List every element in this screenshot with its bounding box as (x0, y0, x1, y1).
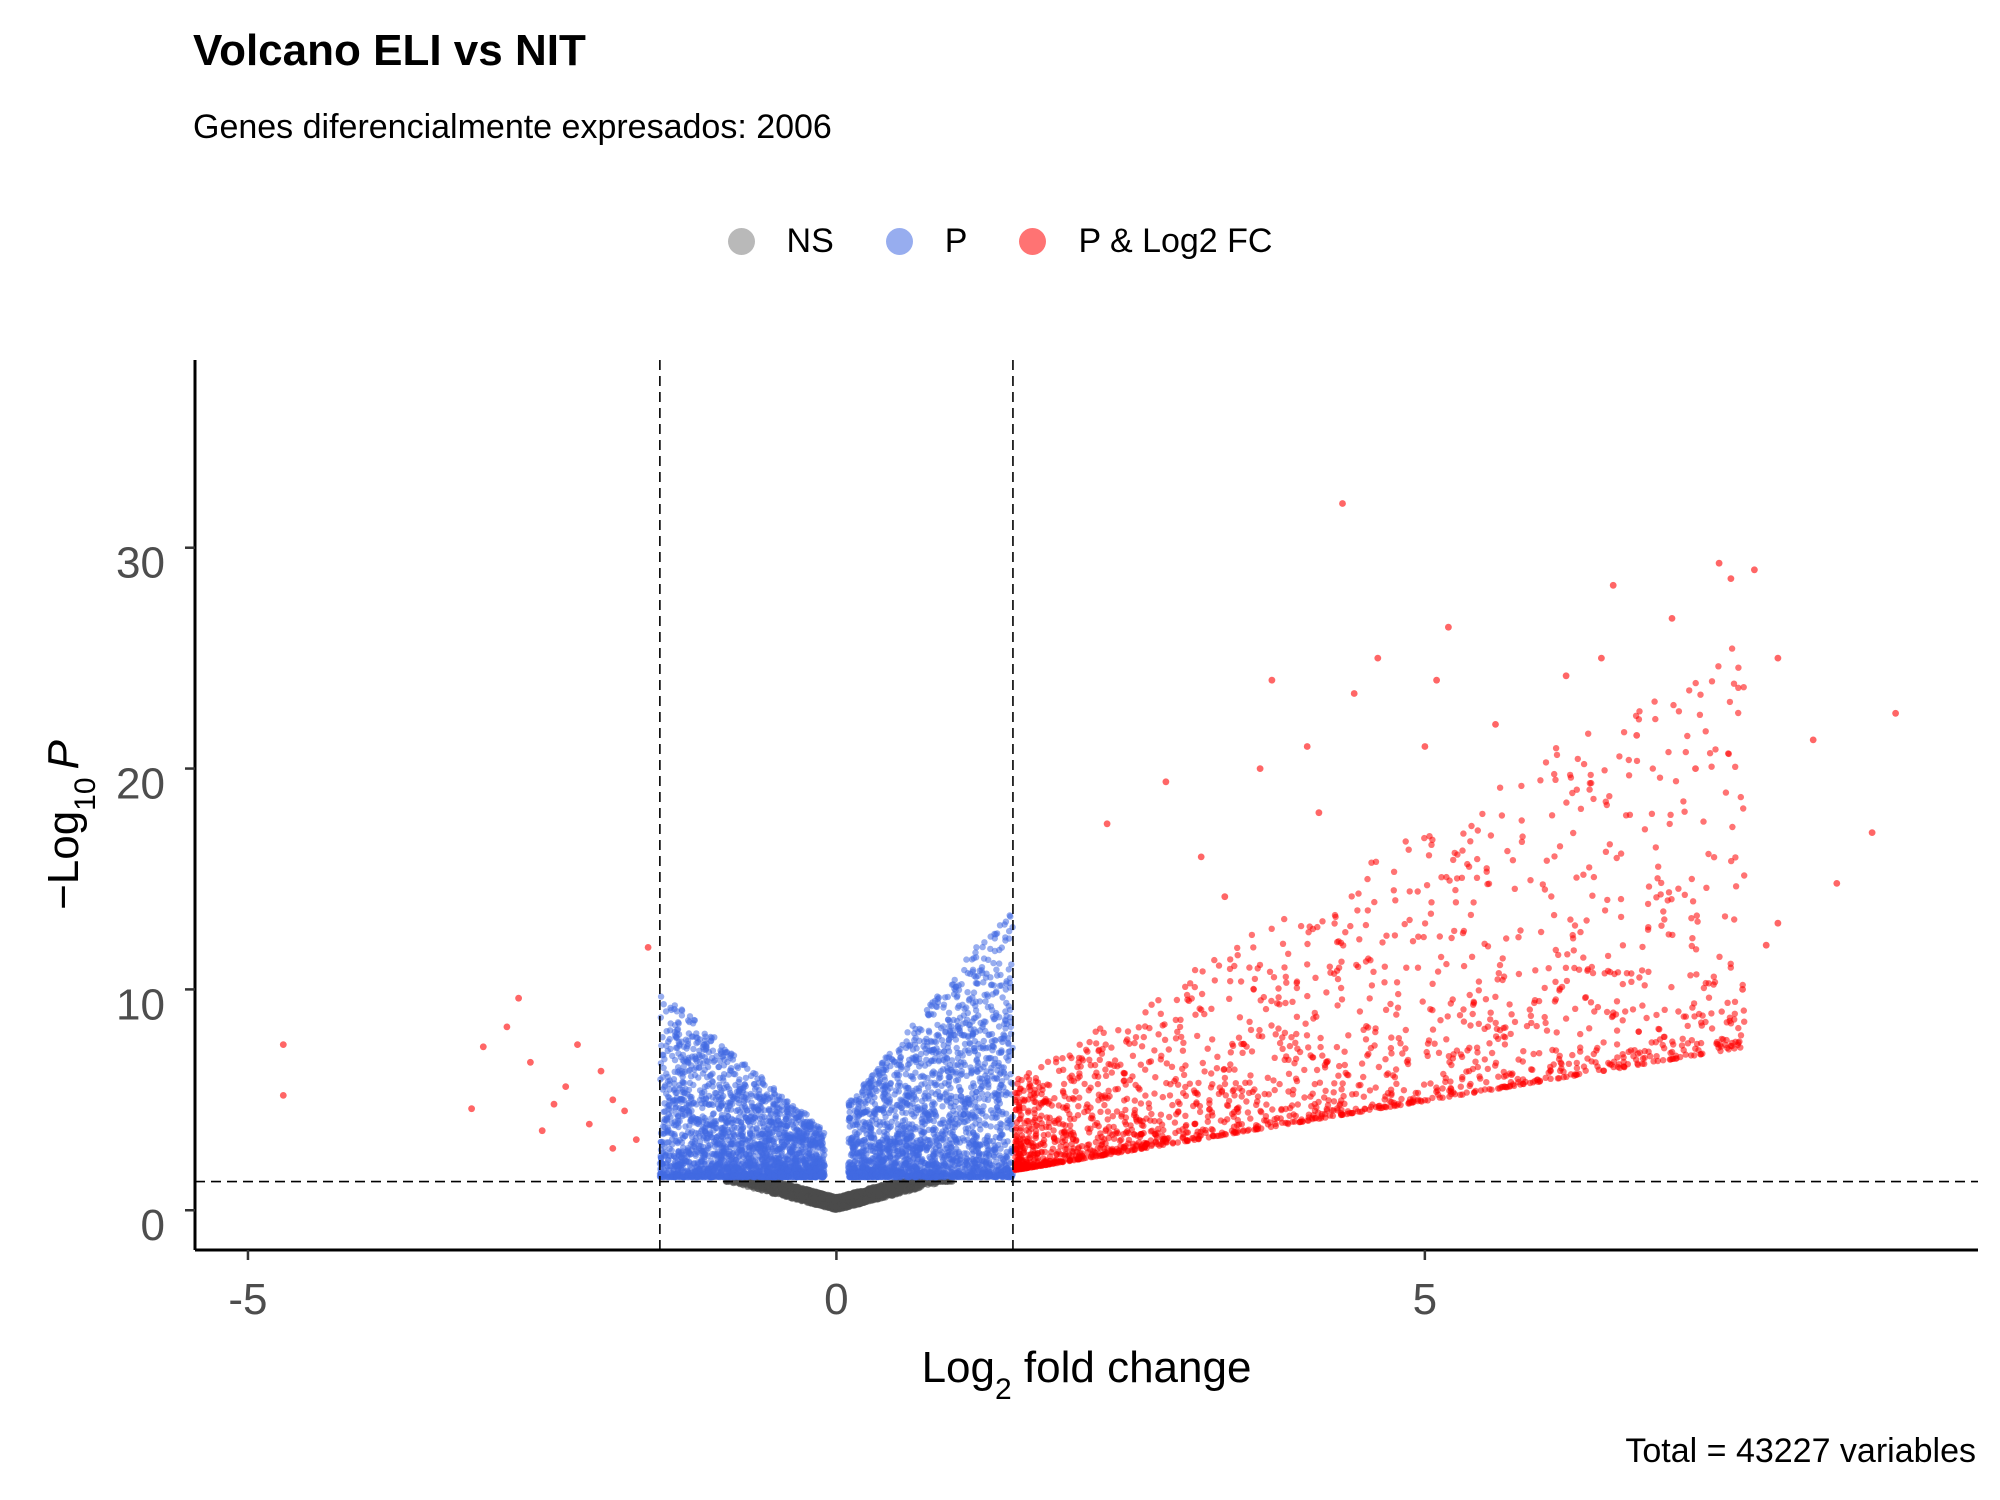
data-point (980, 979, 987, 986)
data-point (657, 1129, 665, 1137)
data-point (963, 1004, 970, 1011)
data-point (687, 1073, 695, 1080)
data-point (709, 1047, 717, 1054)
data-point (945, 1040, 952, 1047)
data-point (995, 1023, 1003, 1030)
data-point (958, 981, 965, 988)
data-point (901, 1187, 908, 1194)
data-point (794, 1184, 801, 1191)
data-point (781, 1188, 788, 1196)
data-point (902, 1071, 910, 1078)
legend-label: NS (786, 221, 834, 260)
data-point (862, 1196, 869, 1203)
data-point (765, 1179, 772, 1186)
data-point (993, 988, 1000, 995)
data-point (998, 944, 1005, 951)
data-point (937, 1067, 945, 1075)
data-point (662, 1008, 670, 1015)
data-point (939, 1103, 946, 1110)
data-point (691, 1140, 698, 1148)
data-point (997, 971, 1004, 979)
data-point (712, 1089, 719, 1097)
data-point (955, 1002, 963, 1009)
legend-item-p: P (885, 221, 968, 261)
data-point (969, 1150, 976, 1158)
data-point (825, 1195, 833, 1203)
data-point (886, 1184, 893, 1191)
data-point (690, 1045, 697, 1053)
data-point (910, 1075, 917, 1083)
chart-title: Volcano ELI vs NIT (193, 26, 586, 75)
data-point (982, 1113, 990, 1120)
legend-item-ns: NS (727, 221, 834, 261)
legend-dot-icon (885, 227, 913, 255)
data-point (993, 966, 1000, 973)
data-point (990, 982, 998, 989)
data-point (709, 1111, 717, 1118)
data-point (818, 1202, 826, 1210)
data-point (857, 1188, 864, 1196)
data-point (843, 1204, 851, 1211)
data-point (981, 991, 988, 999)
data-point (690, 1081, 697, 1089)
data-point (983, 970, 990, 977)
data-point (671, 1056, 679, 1064)
data-point (811, 1194, 819, 1201)
data-point (799, 1189, 806, 1196)
legend-label: P & Log2 FC (1078, 221, 1273, 260)
data-point (990, 959, 997, 967)
data-point (660, 1052, 667, 1059)
data-point (849, 1198, 856, 1206)
data-point (667, 1045, 674, 1053)
data-point (715, 1063, 723, 1071)
data-point (874, 1188, 882, 1196)
data-point (999, 994, 1006, 1001)
legend: NS P P & Log2 FC (0, 213, 2000, 269)
data-point (1002, 937, 1009, 944)
data-point (996, 960, 1003, 967)
data-point (961, 966, 968, 974)
data-point (661, 1108, 669, 1115)
legend-label: P (944, 221, 968, 260)
data-point (963, 956, 970, 963)
data-point (945, 1048, 953, 1055)
data-point (788, 1184, 795, 1191)
legend-dot-icon (727, 227, 755, 255)
data-point (831, 1197, 838, 1204)
data-point (974, 1068, 981, 1076)
data-point (832, 1203, 839, 1211)
data-point (867, 1186, 874, 1194)
legend-dot-icon (1019, 227, 1047, 255)
data-point (844, 1193, 851, 1200)
point-cloud (656, 645, 1748, 1213)
chart-subtitle: Genes diferencialmente expresados: 2006 (193, 108, 832, 146)
data-point (767, 1187, 774, 1195)
data-point (904, 1029, 911, 1036)
data-point (678, 1012, 686, 1019)
data-point (660, 1001, 667, 1008)
data-point (788, 1192, 795, 1199)
data-point (888, 1190, 895, 1197)
legend-item-p-log2fc: P & Log2 FC (1019, 222, 1272, 261)
data-point (856, 1199, 863, 1207)
data-point (666, 1035, 673, 1043)
data-point (945, 1009, 953, 1016)
